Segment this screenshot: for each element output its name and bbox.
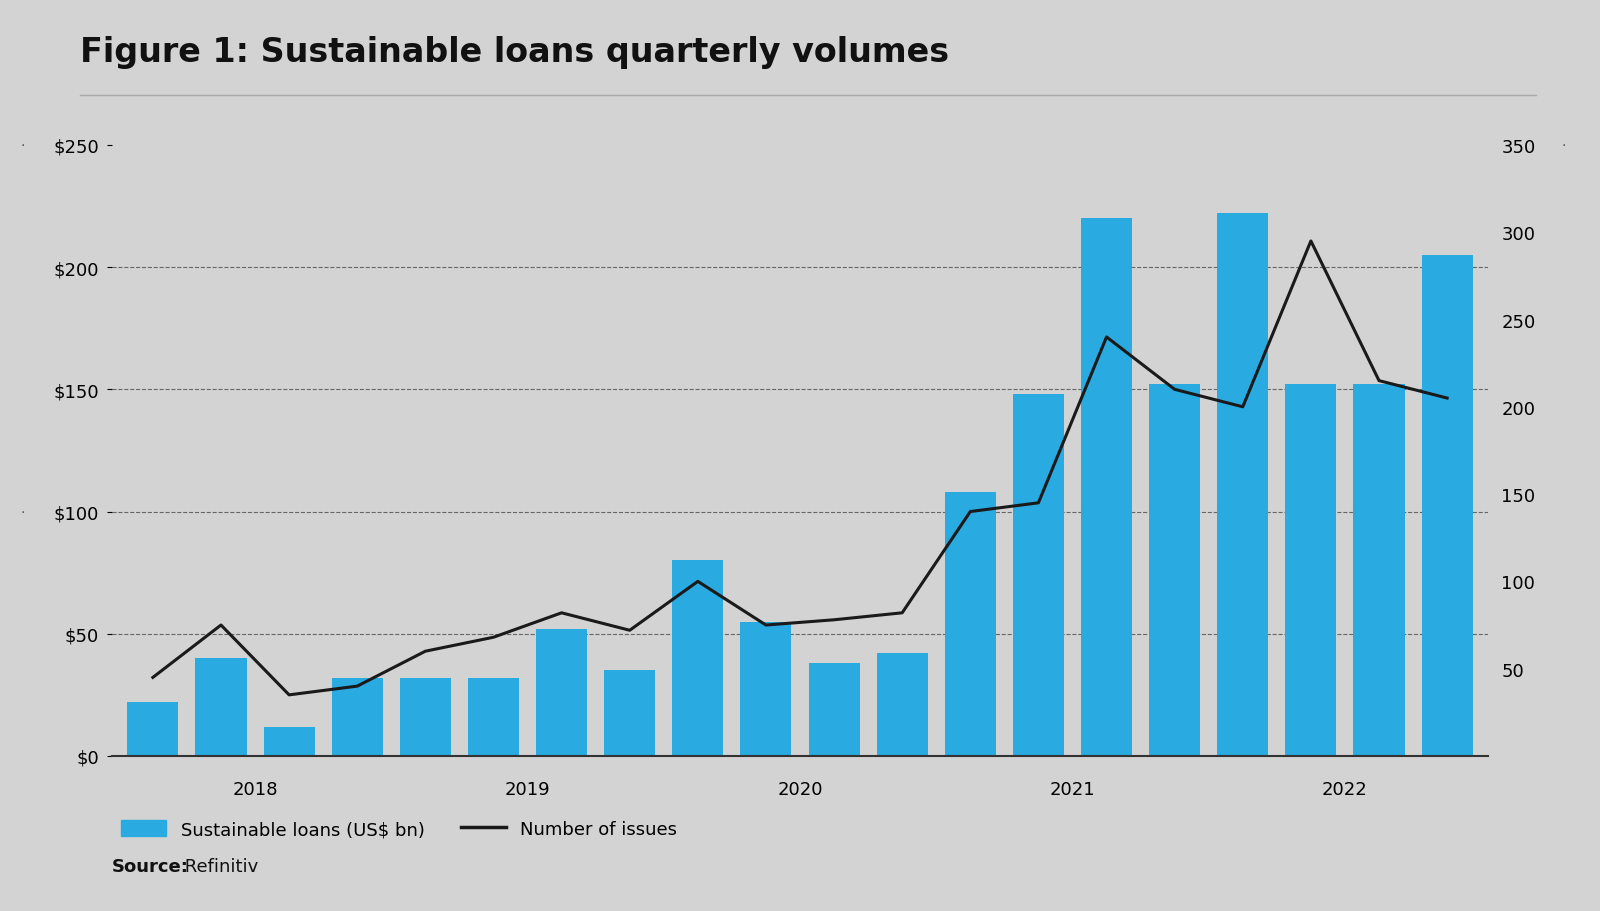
Legend: Sustainable loans (US$ bn), Number of issues: Sustainable loans (US$ bn), Number of is…: [122, 820, 677, 838]
Bar: [1218, 214, 1269, 756]
Bar: [1149, 385, 1200, 756]
Text: 2021: 2021: [1050, 781, 1096, 799]
Text: Figure 1: Sustainable loans quarterly volumes: Figure 1: Sustainable loans quarterly vo…: [80, 36, 949, 69]
Text: 2020: 2020: [778, 781, 822, 799]
Bar: [1013, 394, 1064, 756]
Bar: [195, 659, 246, 756]
Bar: [264, 727, 315, 756]
Text: Source:: Source:: [112, 856, 189, 875]
Bar: [536, 630, 587, 756]
Bar: [467, 678, 518, 756]
Bar: [128, 702, 179, 756]
Bar: [400, 678, 451, 756]
Bar: [1082, 219, 1133, 756]
Bar: [1421, 256, 1472, 756]
Bar: [672, 561, 723, 756]
Text: 2018: 2018: [232, 781, 278, 799]
Bar: [741, 622, 792, 756]
Bar: [877, 653, 928, 756]
Text: 2019: 2019: [504, 781, 550, 799]
Bar: [331, 678, 382, 756]
Bar: [1285, 385, 1336, 756]
Bar: [1354, 385, 1405, 756]
Text: 2022: 2022: [1322, 781, 1368, 799]
Text: ·: ·: [21, 505, 24, 519]
Bar: [605, 670, 656, 756]
Bar: [944, 493, 995, 756]
Bar: [808, 663, 859, 756]
Text: ·: ·: [21, 138, 24, 153]
Text: ·: ·: [1562, 138, 1566, 153]
Text: Refinitiv: Refinitiv: [179, 856, 259, 875]
